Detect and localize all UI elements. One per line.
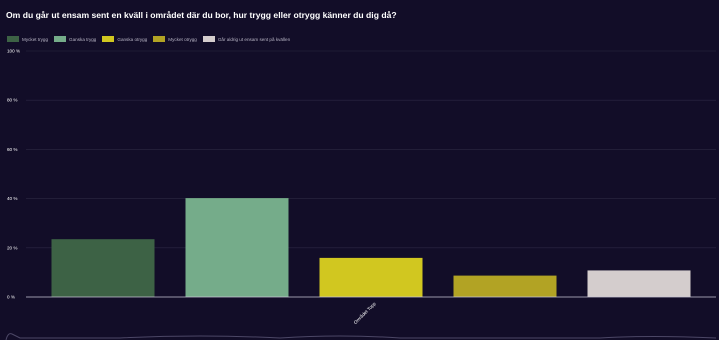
chart-title: Om du går ut ensam sent en kväll i områd…	[6, 10, 397, 20]
legend-swatch	[54, 36, 67, 42]
bar-ganska-otrygg[interactable]	[319, 257, 423, 297]
y-tick-label: 40 %	[7, 196, 17, 201]
legend-label: Mycket otrygg	[168, 36, 197, 42]
legend-swatch	[102, 36, 115, 42]
y-tick-label: 100 %	[7, 49, 20, 54]
bar-mycket-trygg[interactable]	[51, 239, 155, 297]
legend-item-gar-aldrig-ut[interactable]: Går aldrig ut ensam sent på kvällen	[202, 36, 291, 42]
legend: Mycket trygg Ganska trygg Ganska otrygg …	[7, 35, 290, 43]
legend-item-ganska-otrygg[interactable]: Ganska otrygg	[102, 36, 147, 42]
bar-mycket-otrygg[interactable]	[453, 275, 557, 297]
legend-item-ganska-trygg[interactable]: Ganska trygg	[54, 36, 96, 42]
legend-label: Mycket trygg	[22, 36, 49, 42]
legend-swatch	[202, 36, 215, 42]
y-tick-label: 80 %	[7, 98, 17, 103]
y-tick-label: 20 %	[7, 245, 17, 250]
legend-item-mycket-trygg[interactable]: Mycket trygg	[7, 36, 48, 42]
legend-swatch	[153, 36, 166, 42]
legend-label: Ganska otrygg	[117, 36, 148, 42]
legend-label: Ganska trygg	[69, 36, 97, 42]
legend-swatch	[7, 36, 19, 42]
x-category-label: Området Topp	[352, 300, 377, 325]
legend-label: Går aldrig ut ensam sent på kvällen	[217, 36, 291, 42]
bar-går-aldrig-ut-ensam-sent-på-kvällen[interactable]	[587, 270, 691, 297]
navigator[interactable]	[0, 330, 719, 340]
plot-area: 0 % 20 % 40 % 60 % 80 % 100 % Området Topp	[7, 49, 716, 325]
y-tick-label: 0 %	[7, 295, 15, 300]
navigator-line	[5, 333, 717, 340]
legend-item-mycket-otrygg[interactable]: Mycket otrygg	[153, 36, 197, 42]
y-tick-label: 60 %	[7, 147, 17, 152]
bar-ganska-trygg[interactable]	[185, 198, 289, 297]
